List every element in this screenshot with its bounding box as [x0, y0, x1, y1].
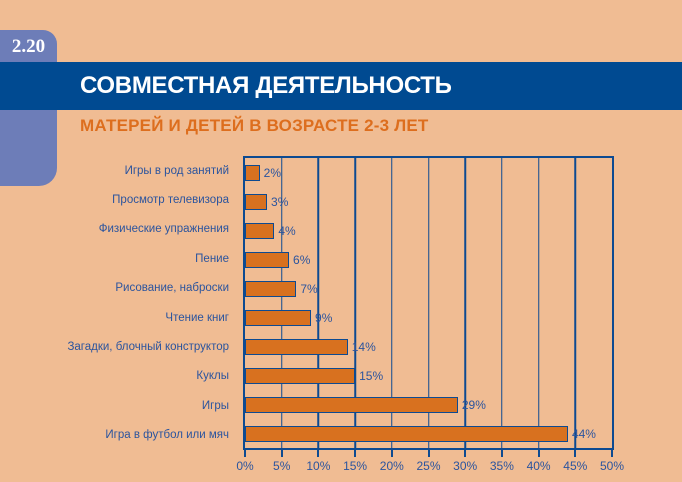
x-tick-label: 50%: [599, 459, 625, 473]
bar-row: 3%: [245, 187, 612, 216]
x-tick-label: 20%: [379, 459, 404, 473]
bar-value-label: 44%: [571, 426, 596, 441]
bar-row: 14%: [245, 332, 612, 361]
gridline: [354, 158, 356, 448]
bar-row: 44%: [245, 419, 612, 448]
bar-row: 7%: [245, 274, 612, 303]
bar: [245, 367, 356, 384]
gridline: [501, 158, 503, 448]
bar: [245, 396, 458, 413]
x-tick-mark: [611, 450, 613, 457]
x-tick-label: 0%: [236, 459, 254, 473]
bar-value-label: 14%: [351, 339, 376, 354]
x-axis-labels: 0% 5% 10% 15% 20% 25% 30% 35% 40% 45% 50%: [236, 459, 624, 475]
x-tick-label: 10%: [306, 459, 331, 473]
x-tick-mark: [390, 450, 393, 457]
x-tick-mark: [427, 450, 430, 457]
bar-value-label: 15%: [359, 368, 384, 383]
bar-value-label: 4%: [278, 223, 296, 238]
gridline: [574, 158, 577, 448]
x-tick-label: 25%: [416, 459, 441, 473]
category-label: Чтение книг: [165, 311, 229, 324]
x-tick-mark: [244, 450, 246, 457]
bar-value-label: 3%: [271, 194, 289, 209]
bar-value-label: 7%: [300, 281, 318, 296]
category-label: Игры: [201, 399, 229, 412]
category-axis-labels: Игры в род занятий Просмотр телевизора Физ…: [0, 156, 236, 450]
plot-area: 2% 3% 4% 6% 7% 9% 14% 15% 29% 44%: [243, 156, 614, 450]
bar-row: 15%: [245, 361, 612, 390]
bar: [245, 280, 297, 297]
bar: [245, 425, 568, 442]
bar-value-label: 6%: [293, 252, 311, 267]
title-bar: СОВМЕСТНАЯ ДЕЯТЕЛЬНОСТЬ: [0, 62, 682, 110]
bar: [245, 193, 268, 210]
x-tick-mark: [464, 450, 467, 457]
bar: [245, 309, 312, 326]
page-title: СОВМЕСТНАЯ ДЕЯТЕЛЬНОСТЬ: [80, 72, 452, 99]
x-tick-mark: [574, 450, 577, 457]
figure-number-badge: 2.20: [0, 31, 57, 62]
category-label: Загадки, блочный конструктор: [67, 341, 229, 354]
bar-row: 29%: [245, 390, 612, 419]
gridline: [464, 158, 466, 448]
x-tick-mark: [317, 450, 320, 457]
bar-row: 4%: [245, 216, 612, 245]
bar: [245, 222, 275, 239]
x-axis-ticks: [244, 450, 613, 457]
category-label: Игра в футбол или мяч: [105, 429, 229, 442]
gridline: [537, 158, 540, 448]
category-label: Физические упражнения: [98, 223, 229, 236]
x-tick-label: 45%: [563, 459, 588, 473]
gridline: [391, 158, 393, 448]
bar-value-label: 2%: [263, 165, 282, 180]
bar-row: 9%: [245, 303, 612, 332]
category-label: Пение: [195, 252, 229, 265]
bar: [245, 338, 348, 355]
figure-number: 2.20: [11, 35, 46, 57]
bar-row: 2%: [245, 158, 612, 187]
bar: [245, 251, 290, 268]
bar-row: 6%: [245, 245, 612, 274]
x-tick-mark: [500, 450, 503, 457]
category-label: Просмотр телевизора: [112, 194, 229, 207]
category-label: Рисование, наброски: [115, 282, 229, 295]
bar-value-label: 29%: [461, 397, 486, 412]
x-tick-mark: [537, 450, 540, 457]
x-tick-label: 5%: [273, 459, 291, 473]
gridline: [280, 158, 283, 448]
x-tick-mark: [354, 450, 357, 457]
gridline: [427, 158, 430, 448]
x-tick-label: 35%: [489, 459, 514, 473]
category-label: Игры в род занятий: [124, 164, 229, 177]
category-label: Куклы: [196, 370, 229, 383]
x-tick-mark: [280, 450, 283, 457]
page-subtitle: МАТЕРЕЙ И ДЕТЕЙ В ВОЗРАСТЕ 2-3 ЛЕТ: [80, 116, 429, 135]
x-tick-label: 30%: [453, 459, 478, 473]
bar: [245, 164, 260, 181]
bar-value-label: 9%: [315, 310, 333, 325]
x-tick-label: 40%: [526, 459, 551, 473]
x-tick-label: 15%: [343, 459, 368, 473]
gridline: [317, 158, 320, 448]
